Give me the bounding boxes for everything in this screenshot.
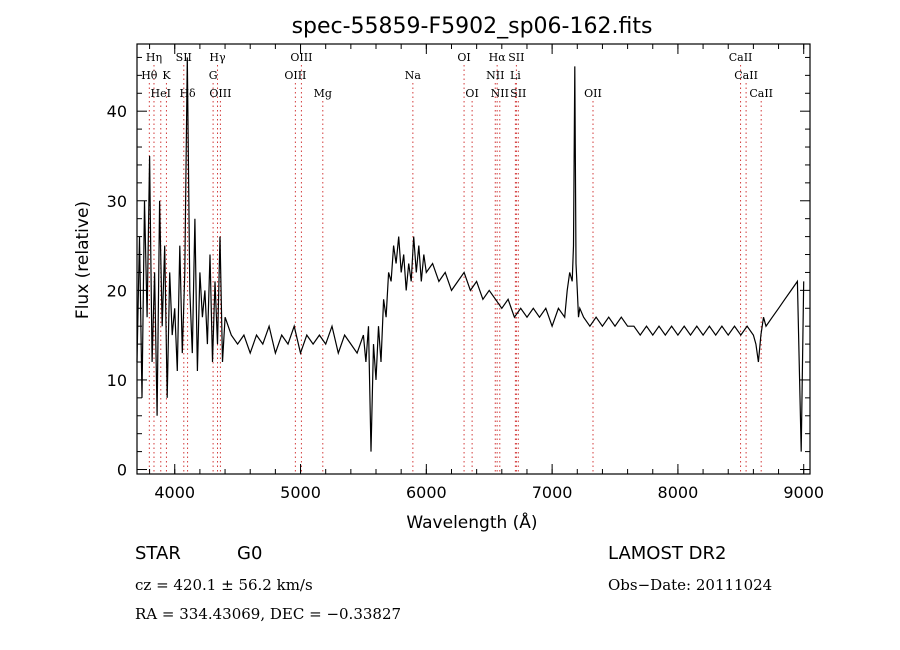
x-tick-label-5: 9000 [783, 483, 824, 502]
line-markers [148, 65, 762, 474]
redshift-velocity: cz = 420.1 ± 56.2 km/s [135, 576, 313, 594]
y-tick-label-4: 40 [107, 102, 127, 121]
line-label-2: K [162, 69, 171, 82]
spectrum-line [136, 57, 805, 452]
line-label-1: Hθ [141, 69, 158, 82]
line-label-8: OIII [209, 87, 231, 100]
line-label-22: CaII [729, 51, 753, 64]
x-axis-ticks: 4000 5000 6000 7000 8000 9000 [149, 44, 824, 502]
x-tick-label-0: 4000 [154, 483, 195, 502]
object-subclass: G0 [237, 543, 263, 564]
chart-title: spec-55859-F5902_sp06-162.fits [292, 14, 653, 39]
y-axis-ticks: 0 10 20 30 40 [107, 56, 810, 480]
line-label-0: Hη [146, 51, 162, 64]
sky-coordinates: RA = 334.43069, DEC = −0.33827 [135, 605, 402, 623]
line-label-17: NII [486, 69, 504, 82]
observation-date: Obs−Date: 20111024 [608, 576, 773, 594]
line-label-20: SII [510, 87, 526, 100]
object-class: STAR [135, 543, 181, 564]
line-label-7: G [209, 69, 218, 82]
survey-name: LAMOST DR2 [608, 543, 727, 564]
line-label-21: OII [584, 87, 602, 100]
y-tick-label-1: 10 [107, 371, 127, 390]
line-label-14: OI [465, 87, 478, 100]
line-label-18: Li [510, 69, 521, 82]
line-label-12: Na [405, 69, 422, 82]
line-label-24: CaII [749, 87, 773, 100]
y-tick-label-3: 30 [107, 192, 127, 211]
line-label-11: Mg [314, 87, 332, 100]
line-label-16: SII [508, 51, 524, 64]
x-tick-label-2: 6000 [406, 483, 447, 502]
x-tick-label-1: 5000 [280, 483, 321, 502]
line-label-10: OIII [284, 69, 306, 82]
line-label-9: OIII [290, 51, 312, 64]
y-axis-label: Flux (relative) [73, 201, 93, 319]
line-label-3: HeI [151, 87, 171, 100]
x-axis-label: Wavelength (Å) [406, 511, 537, 533]
y-tick-label-0: 0 [117, 461, 127, 480]
plot-frame [136, 43, 811, 475]
y-tick-label-2: 20 [107, 281, 127, 300]
line-label-6: Hγ [209, 51, 226, 64]
line-label-23: CaII [734, 69, 758, 82]
line-label-19: NII [491, 87, 509, 100]
line-label-13: OI [457, 51, 470, 64]
x-tick-label-4: 8000 [658, 483, 699, 502]
line-label-15: Hα [489, 51, 507, 64]
line-label-4: SII [176, 51, 192, 64]
x-tick-label-3: 7000 [532, 483, 573, 502]
